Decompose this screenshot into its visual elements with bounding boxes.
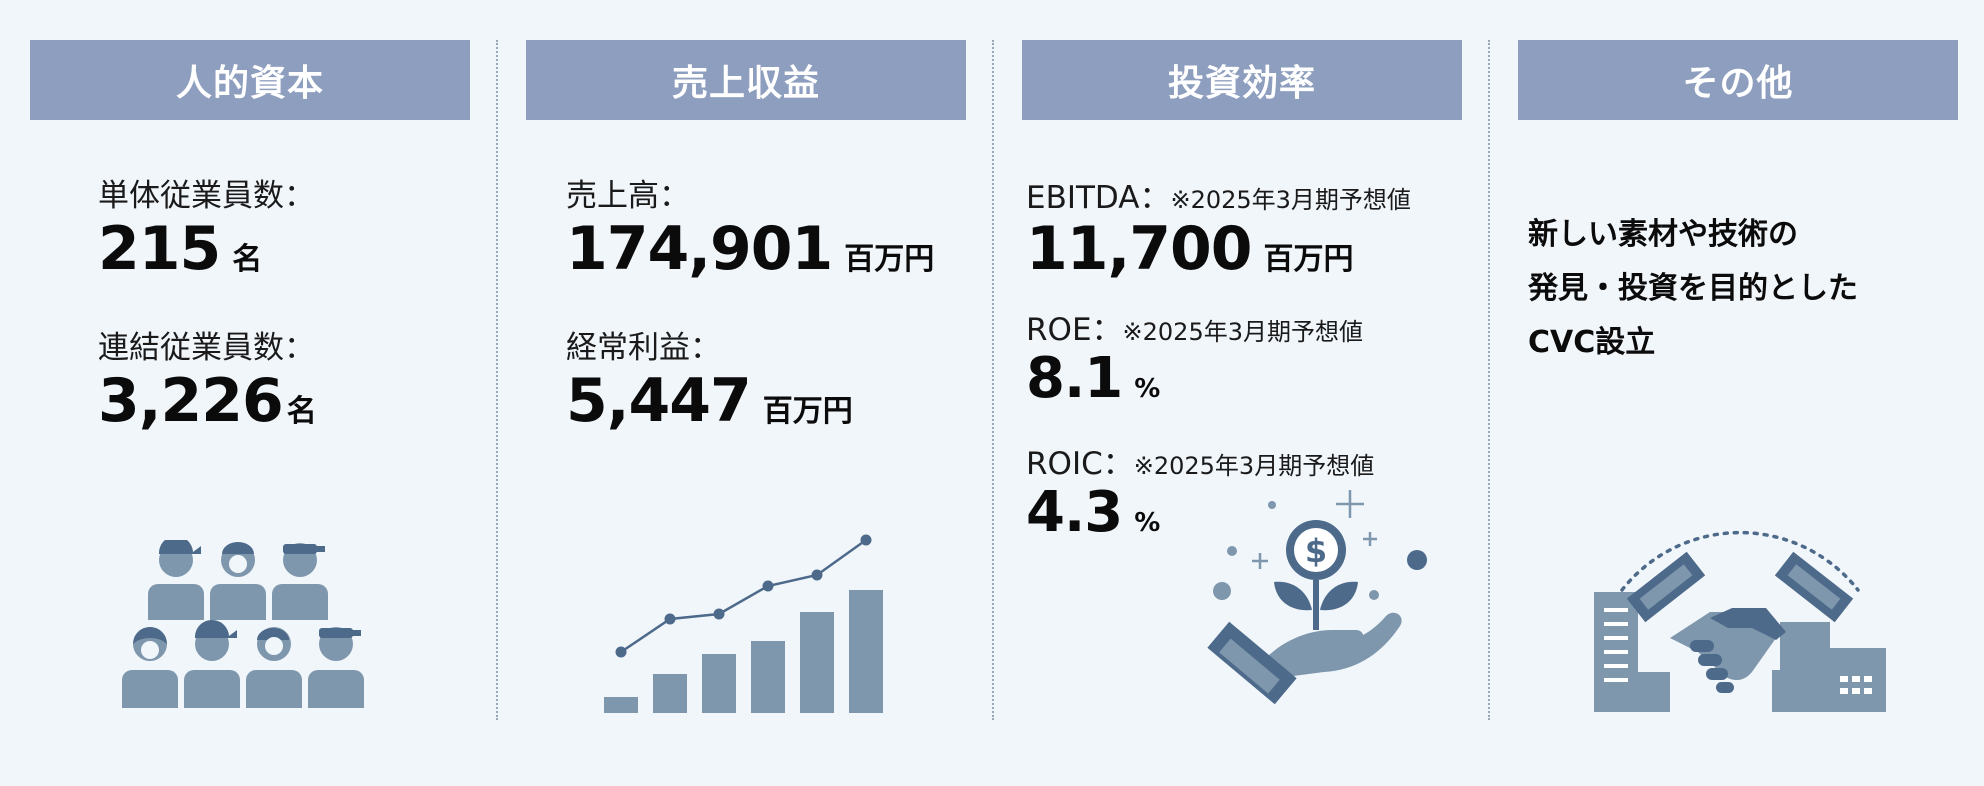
cvc-description: 新しい素材や技術の 発見・投資を目的とした CVC設立 xyxy=(1528,208,1948,370)
ordinary-profit-unit: 百万円 xyxy=(762,394,853,429)
money-plant-hand-icon: $ xyxy=(1207,490,1427,705)
ebitda-value-row: 11,700 百万円 xyxy=(1026,214,1354,284)
single-employees-unit: 名 xyxy=(232,242,263,277)
single-employees-value: 215 xyxy=(98,214,221,284)
roic-value: 4.3 xyxy=(1026,480,1123,545)
column-divider-2 xyxy=(992,40,994,720)
sales-value-row: 174,901 百万円 xyxy=(566,214,934,284)
header-other: その他 xyxy=(1518,40,1958,120)
roic-label-row: ROIC：※2025年3月期予想値 xyxy=(1026,438,1374,483)
roic-note: ※2025年3月期予想値 xyxy=(1133,452,1375,480)
roe-label-row: ROE：※2025年3月期予想値 xyxy=(1026,304,1363,349)
growth-chart-icon xyxy=(604,534,883,713)
single-employees-label: 単体従業員数： xyxy=(98,178,315,214)
roic-unit: % xyxy=(1134,508,1161,538)
roe-label: ROE： xyxy=(1026,312,1123,348)
roic-label: ROIC： xyxy=(1026,446,1134,482)
column-human-capital: 人的資本 単体従業員数： 215 名 連結従業員数： 3,226 名 xyxy=(0,0,496,786)
cvc-description-line-2: 発見・投資を目的とした xyxy=(1528,271,1858,306)
cvc-description-line-3: CVC設立 xyxy=(1528,325,1656,360)
column-divider-1 xyxy=(496,40,498,720)
sales-value: 174,901 xyxy=(566,214,833,284)
ebitda-unit: 百万円 xyxy=(1263,242,1354,277)
ebitda-label: EBITDA： xyxy=(1026,180,1171,216)
ordinary-profit-value-row: 5,447 百万円 xyxy=(566,366,853,436)
handshake-buildings-icon xyxy=(1594,530,1886,712)
roe-unit: % xyxy=(1134,374,1161,404)
ebitda-note: ※2025年3月期予想値 xyxy=(1170,186,1411,214)
column-revenue: 売上収益 売上高： 174,901 百万円 経常利益： 5,447 百万円 xyxy=(496,0,992,786)
people-group-icon xyxy=(122,540,364,708)
ebitda-label-row: EBITDA：※2025年3月期予想値 xyxy=(1026,172,1411,217)
consolidated-employees-value-row: 3,226 名 xyxy=(98,366,317,436)
roe-value: 8.1 xyxy=(1026,346,1123,411)
consolidated-employees-unit: 名 xyxy=(286,394,317,429)
ebitda-value: 11,700 xyxy=(1026,214,1253,284)
ordinary-profit-label: 経常利益： xyxy=(566,330,721,366)
svg-text:$: $ xyxy=(1305,532,1327,570)
sales-unit: 百万円 xyxy=(844,242,935,277)
column-investment: 投資効率 EBITDA：※2025年3月期予想値 11,700 百万円 ROE：… xyxy=(992,0,1488,786)
consolidated-employees-label: 連結従業員数： xyxy=(98,330,315,366)
header-revenue: 売上収益 xyxy=(526,40,966,120)
consolidated-employees-value: 3,226 xyxy=(98,366,284,436)
column-other: その他 xyxy=(1488,0,1984,786)
roic-value-row: 4.3 % xyxy=(1026,480,1160,545)
header-investment: 投資効率 xyxy=(1022,40,1462,120)
sales-label: 売上高： xyxy=(566,178,690,214)
roe-value-row: 8.1 % xyxy=(1026,346,1160,411)
single-employees-value-row: 215 名 xyxy=(98,214,262,284)
header-human-capital: 人的資本 xyxy=(30,40,470,120)
column-divider-3 xyxy=(1488,40,1490,720)
roe-note: ※2025年3月期予想値 xyxy=(1122,318,1363,346)
ordinary-profit-value: 5,447 xyxy=(566,366,752,436)
cvc-description-line-1: 新しい素材や技術の xyxy=(1528,217,1798,252)
